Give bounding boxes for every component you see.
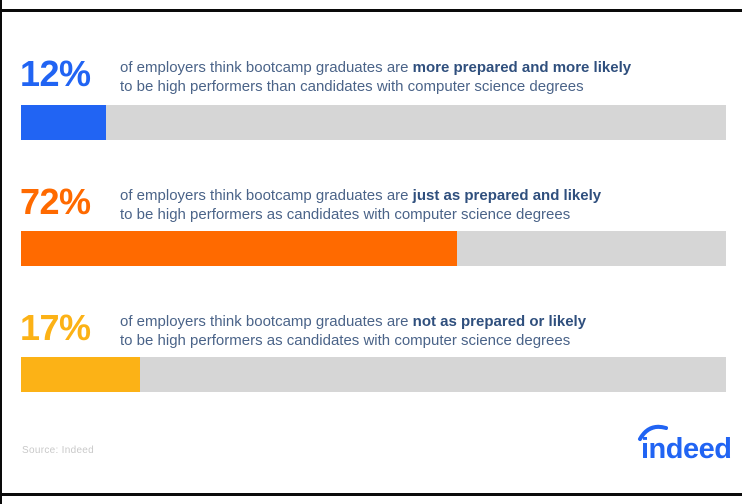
bar-track-1 bbox=[21, 105, 726, 140]
stat-percent-2: 72% bbox=[20, 181, 91, 222]
stat-text-1: of employers think bootcamp graduates ar… bbox=[120, 58, 660, 96]
stat-percent-3: 17% bbox=[20, 307, 91, 348]
bar-fill-2 bbox=[21, 231, 457, 266]
bar-fill-1 bbox=[21, 105, 106, 140]
indeed-logo-arc-icon bbox=[638, 424, 668, 441]
indeed-logo: indeed bbox=[638, 424, 732, 465]
stat-text-3-line2: to be high performers as candidates with… bbox=[120, 332, 571, 349]
stat-text-1-line2: to be high performers than candidates wi… bbox=[120, 78, 584, 95]
source-credit: Source: Indeed bbox=[22, 445, 95, 456]
stat-text-2-line2: to be high performers as candidates with… bbox=[120, 206, 571, 223]
stat-text-1-bold: more prepared and more likely bbox=[412, 59, 632, 76]
bar-track-2 bbox=[21, 231, 726, 266]
stat-text-3: of employers think bootcamp graduates ar… bbox=[120, 312, 660, 350]
stat-text-3-regular: of employers think bootcamp graduates ar… bbox=[120, 313, 413, 330]
stat-text-2: of employers think bootcamp graduates ar… bbox=[120, 186, 660, 224]
stat-text-3-bold: not as prepared or likely bbox=[412, 313, 587, 330]
frame-top-line bbox=[0, 9, 742, 12]
indeed-logo-text: indeed bbox=[641, 433, 731, 465]
bar-fill-3 bbox=[21, 357, 141, 392]
bar-track-3 bbox=[21, 357, 726, 392]
frame-bottom-line bbox=[0, 493, 742, 496]
stat-percent-1: 12% bbox=[20, 53, 91, 94]
frame-left-line bbox=[0, 0, 2, 504]
stat-text-1-regular: of employers think bootcamp graduates ar… bbox=[120, 59, 413, 76]
stat-text-2-bold: just as prepared and likely bbox=[412, 187, 602, 204]
stat-text-2-regular: of employers think bootcamp graduates ar… bbox=[120, 187, 413, 204]
